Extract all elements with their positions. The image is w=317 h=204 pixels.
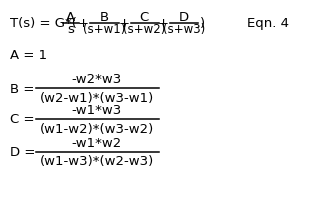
Text: ): ) [200, 17, 205, 30]
Text: (s+w1): (s+w1) [83, 23, 125, 36]
Text: -w1*w3: -w1*w3 [72, 104, 122, 117]
Text: (w1-w2)*(w3-w2): (w1-w2)*(w3-w2) [40, 122, 154, 135]
Text: D: D [179, 11, 189, 24]
Text: B: B [100, 11, 108, 24]
Text: (w1-w3)*(w2-w3): (w1-w3)*(w2-w3) [40, 155, 154, 168]
Text: +: + [158, 17, 169, 30]
Text: B =: B = [10, 82, 34, 95]
Text: +: + [78, 17, 88, 30]
Text: D =: D = [10, 145, 35, 159]
Text: -w1*w2: -w1*w2 [72, 136, 122, 149]
Text: C: C [139, 11, 149, 24]
Text: A: A [66, 11, 75, 24]
Text: s: s [67, 23, 74, 36]
Text: (w2-w1)*(w3-w1): (w2-w1)*(w3-w1) [40, 91, 154, 104]
Text: Eqn. 4: Eqn. 4 [247, 17, 289, 30]
Text: -w2*w3: -w2*w3 [72, 73, 122, 86]
Text: T(s) = G*(: T(s) = G*( [10, 17, 76, 30]
Text: (s+w3): (s+w3) [163, 23, 205, 36]
Text: +: + [119, 17, 130, 30]
Text: C =: C = [10, 113, 34, 126]
Text: A = 1: A = 1 [10, 49, 47, 62]
Text: (s+w2): (s+w2) [123, 23, 165, 36]
